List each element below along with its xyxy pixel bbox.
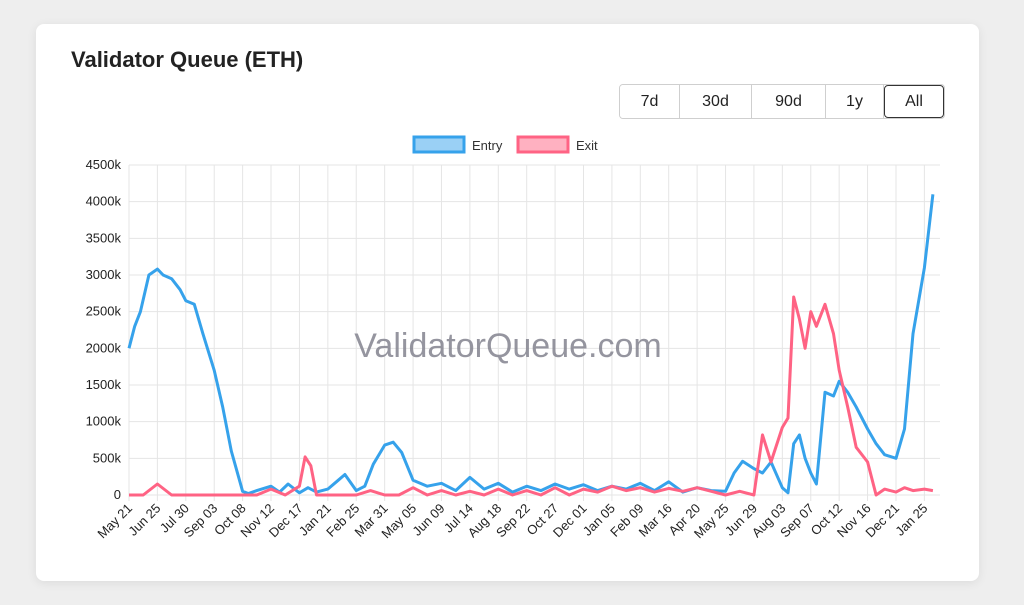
legend-label-entry[interactable]: Entry: [472, 138, 503, 153]
legend-swatch-exit[interactable]: [516, 135, 570, 154]
x-tick-label: May 21: [94, 501, 135, 542]
y-tick-label: 1500k: [86, 377, 122, 392]
chart-grid: [128, 164, 940, 501]
x-tick-label: Jun 25: [125, 501, 163, 539]
range-7d-button[interactable]: 7d: [620, 85, 680, 118]
watermark-text: ValidatorQueue.com: [354, 327, 661, 365]
legend-swatch-entry[interactable]: [412, 135, 466, 154]
series-line-exit: [129, 295, 934, 497]
y-tick-label: 2500k: [86, 304, 122, 319]
y-tick-label: 3000k: [86, 267, 122, 282]
x-tick-label: Jun 09: [409, 501, 447, 539]
range-1y-button[interactable]: 1y: [826, 85, 884, 118]
range-all-button[interactable]: All: [884, 85, 944, 118]
range-90d-button[interactable]: 90d: [752, 85, 826, 118]
x-tick-label: Jan 25: [892, 501, 930, 539]
chart-legend[interactable]: Entry Exit: [412, 135, 598, 154]
series-line-entry: [127, 194, 935, 495]
y-tick-label: 4000k: [86, 194, 122, 209]
time-range-selector: 7d 30d 90d 1y All: [619, 84, 945, 119]
y-tick-label: 0: [114, 487, 121, 502]
y-tick-label: 1000k: [86, 414, 122, 429]
card-title: Validator Queue (ETH): [71, 47, 304, 72]
legend-label-exit[interactable]: Exit: [576, 138, 598, 153]
y-tick-label: 4500k: [86, 157, 122, 172]
y-tick-label: 3500k: [86, 230, 122, 245]
chart-series: [127, 194, 935, 497]
range-30d-button[interactable]: 30d: [680, 85, 752, 118]
y-tick-label: 500k: [93, 450, 122, 465]
y-tick-label: 2000k: [86, 340, 122, 355]
